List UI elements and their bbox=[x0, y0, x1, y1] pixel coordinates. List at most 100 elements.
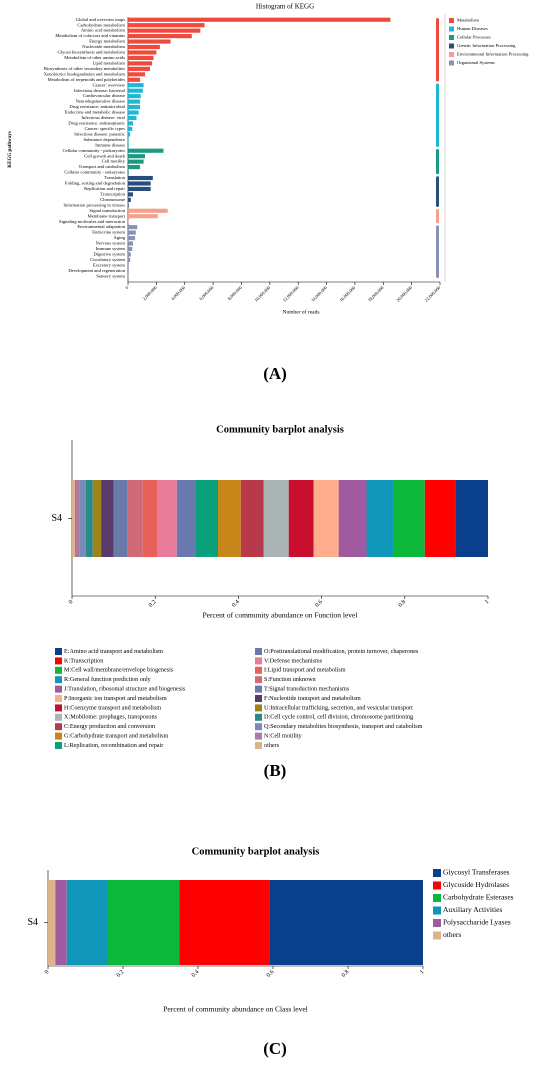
bar-segment bbox=[424, 480, 456, 557]
x-tick-label: 0.6 bbox=[314, 599, 324, 609]
y-tick-label: Endocrine and metabolic disease bbox=[65, 110, 125, 115]
legend-label: U:Intracellular trafficking, secretion, … bbox=[264, 704, 413, 711]
x-axis-title: Percent of community abundance on Functi… bbox=[203, 611, 358, 620]
bar-segment bbox=[101, 480, 114, 557]
legend-label: Metabolism bbox=[457, 18, 479, 23]
x-tick-label: 0 bbox=[68, 599, 74, 605]
legend-swatch bbox=[255, 676, 262, 684]
x-tick-label: 0.8 bbox=[398, 599, 408, 609]
x-tick-label: 4,000,000 bbox=[170, 284, 188, 302]
bar bbox=[128, 23, 205, 28]
bar bbox=[128, 175, 153, 181]
legend-swatch bbox=[449, 35, 454, 40]
bar bbox=[128, 159, 144, 164]
y-tick-label: Folding, sorting and degradation bbox=[65, 181, 126, 187]
y-tick-label: Substance dependence bbox=[84, 137, 125, 142]
y-tick-label: Metabolism of other amino acids bbox=[64, 55, 125, 60]
y-tick-label: Global and overview maps bbox=[76, 17, 126, 22]
bar bbox=[128, 83, 144, 88]
legend-swatch bbox=[433, 869, 441, 877]
y-tick-label: Information processing in viruses bbox=[63, 202, 125, 207]
legend-swatch bbox=[255, 723, 262, 731]
bar bbox=[128, 104, 141, 110]
bar-segment bbox=[127, 480, 143, 557]
legend-swatch bbox=[449, 43, 454, 49]
legend-label: K:Transcription bbox=[64, 657, 103, 664]
x-tick-label: 0 bbox=[44, 969, 50, 975]
legend-swatch bbox=[255, 666, 262, 674]
bar bbox=[128, 165, 141, 170]
legend-label: C:Energy production and conversion bbox=[64, 723, 155, 730]
y-tick-label: Nervous system bbox=[96, 241, 126, 246]
legend-swatch bbox=[55, 648, 62, 655]
bar-segment bbox=[48, 880, 56, 965]
x-tick-label: 8,000,000 bbox=[227, 284, 245, 302]
y-tick-label: Signaling molecules and interaction bbox=[59, 219, 126, 224]
legend-swatch bbox=[433, 931, 441, 940]
bar-segment bbox=[240, 480, 264, 557]
bar bbox=[128, 214, 158, 219]
legend-swatch bbox=[255, 685, 262, 693]
bar bbox=[128, 99, 141, 104]
bar bbox=[128, 148, 164, 153]
y-tick-label: Amino acid metabolism bbox=[81, 28, 126, 33]
y-tick-label: Development and regeneration bbox=[68, 268, 125, 273]
bar-segment bbox=[72, 480, 75, 557]
y-tick-label: Drug resistance: antimicrobial bbox=[69, 104, 125, 109]
bar bbox=[128, 268, 129, 273]
legend-swatch bbox=[255, 713, 262, 721]
bar bbox=[128, 192, 133, 197]
legend-label: Auxiliary Activities bbox=[443, 905, 502, 914]
bar-segment bbox=[92, 480, 102, 557]
panel-label: (C) bbox=[263, 1039, 287, 1058]
x-tick-label: 0.8 bbox=[341, 969, 351, 979]
legend-swatch bbox=[255, 704, 262, 712]
y-tick-label: Energy metabolism bbox=[89, 39, 125, 44]
y-tick-label: Cancer: specific types bbox=[84, 126, 125, 131]
bar bbox=[128, 241, 133, 246]
y-tick-label: Sensory system bbox=[96, 273, 125, 278]
legend-swatch bbox=[433, 894, 441, 902]
y-tick-label: Cell motility bbox=[102, 159, 126, 164]
group-strip bbox=[436, 176, 439, 208]
bar-segment bbox=[176, 480, 196, 557]
legend-swatch bbox=[255, 657, 262, 665]
legend-label: S:Function unknown bbox=[264, 676, 316, 683]
y-axis-title: KEGG pathways bbox=[8, 131, 13, 168]
bar bbox=[128, 28, 201, 33]
bar bbox=[128, 197, 131, 202]
legend-swatch bbox=[255, 732, 262, 740]
y-tick-label: Carbohydrate metabolism bbox=[77, 22, 125, 27]
y-tick-label: Cell growth and death bbox=[84, 153, 125, 158]
legend-label: Genetic Information Processing bbox=[457, 43, 516, 48]
legend-label: Glycosyl Transferases bbox=[443, 868, 510, 877]
x-tick-label: 0.2 bbox=[116, 969, 126, 979]
legend-swatch bbox=[55, 666, 62, 674]
y-tick-label: Circulatory system bbox=[90, 257, 125, 262]
bar-segment bbox=[179, 880, 270, 965]
legend-label: Cellular Processes bbox=[457, 35, 491, 40]
bar-segment bbox=[269, 880, 423, 965]
panel-label: (A) bbox=[263, 364, 287, 383]
y-tick-label: Excretory system bbox=[93, 262, 125, 267]
y-tick-label: Signal transduction bbox=[89, 208, 125, 213]
bar-segment bbox=[79, 480, 86, 557]
chart-title: Community barplot analysis bbox=[192, 846, 320, 857]
bar bbox=[128, 50, 157, 55]
y-tick-label: Endocrine system bbox=[92, 230, 125, 235]
legend-swatch bbox=[55, 676, 62, 684]
bar bbox=[128, 208, 168, 213]
legend-label: Carbohydrate Esterases bbox=[443, 893, 514, 902]
legend-label: Glycoside Hydrolases bbox=[443, 880, 509, 889]
legend-swatch bbox=[449, 52, 454, 57]
bar bbox=[128, 263, 129, 268]
x-tick-label: 1 bbox=[419, 969, 425, 975]
group-strip bbox=[436, 18, 439, 82]
y-tick-label: Nucleotide metabolism bbox=[82, 44, 125, 49]
chart-title: Histogram of KEGG bbox=[256, 3, 314, 11]
y-tick-label: Infectious disease: parasitic bbox=[74, 131, 125, 136]
legend-label: V:Defense mechanisms bbox=[264, 657, 323, 664]
bar bbox=[128, 66, 150, 71]
